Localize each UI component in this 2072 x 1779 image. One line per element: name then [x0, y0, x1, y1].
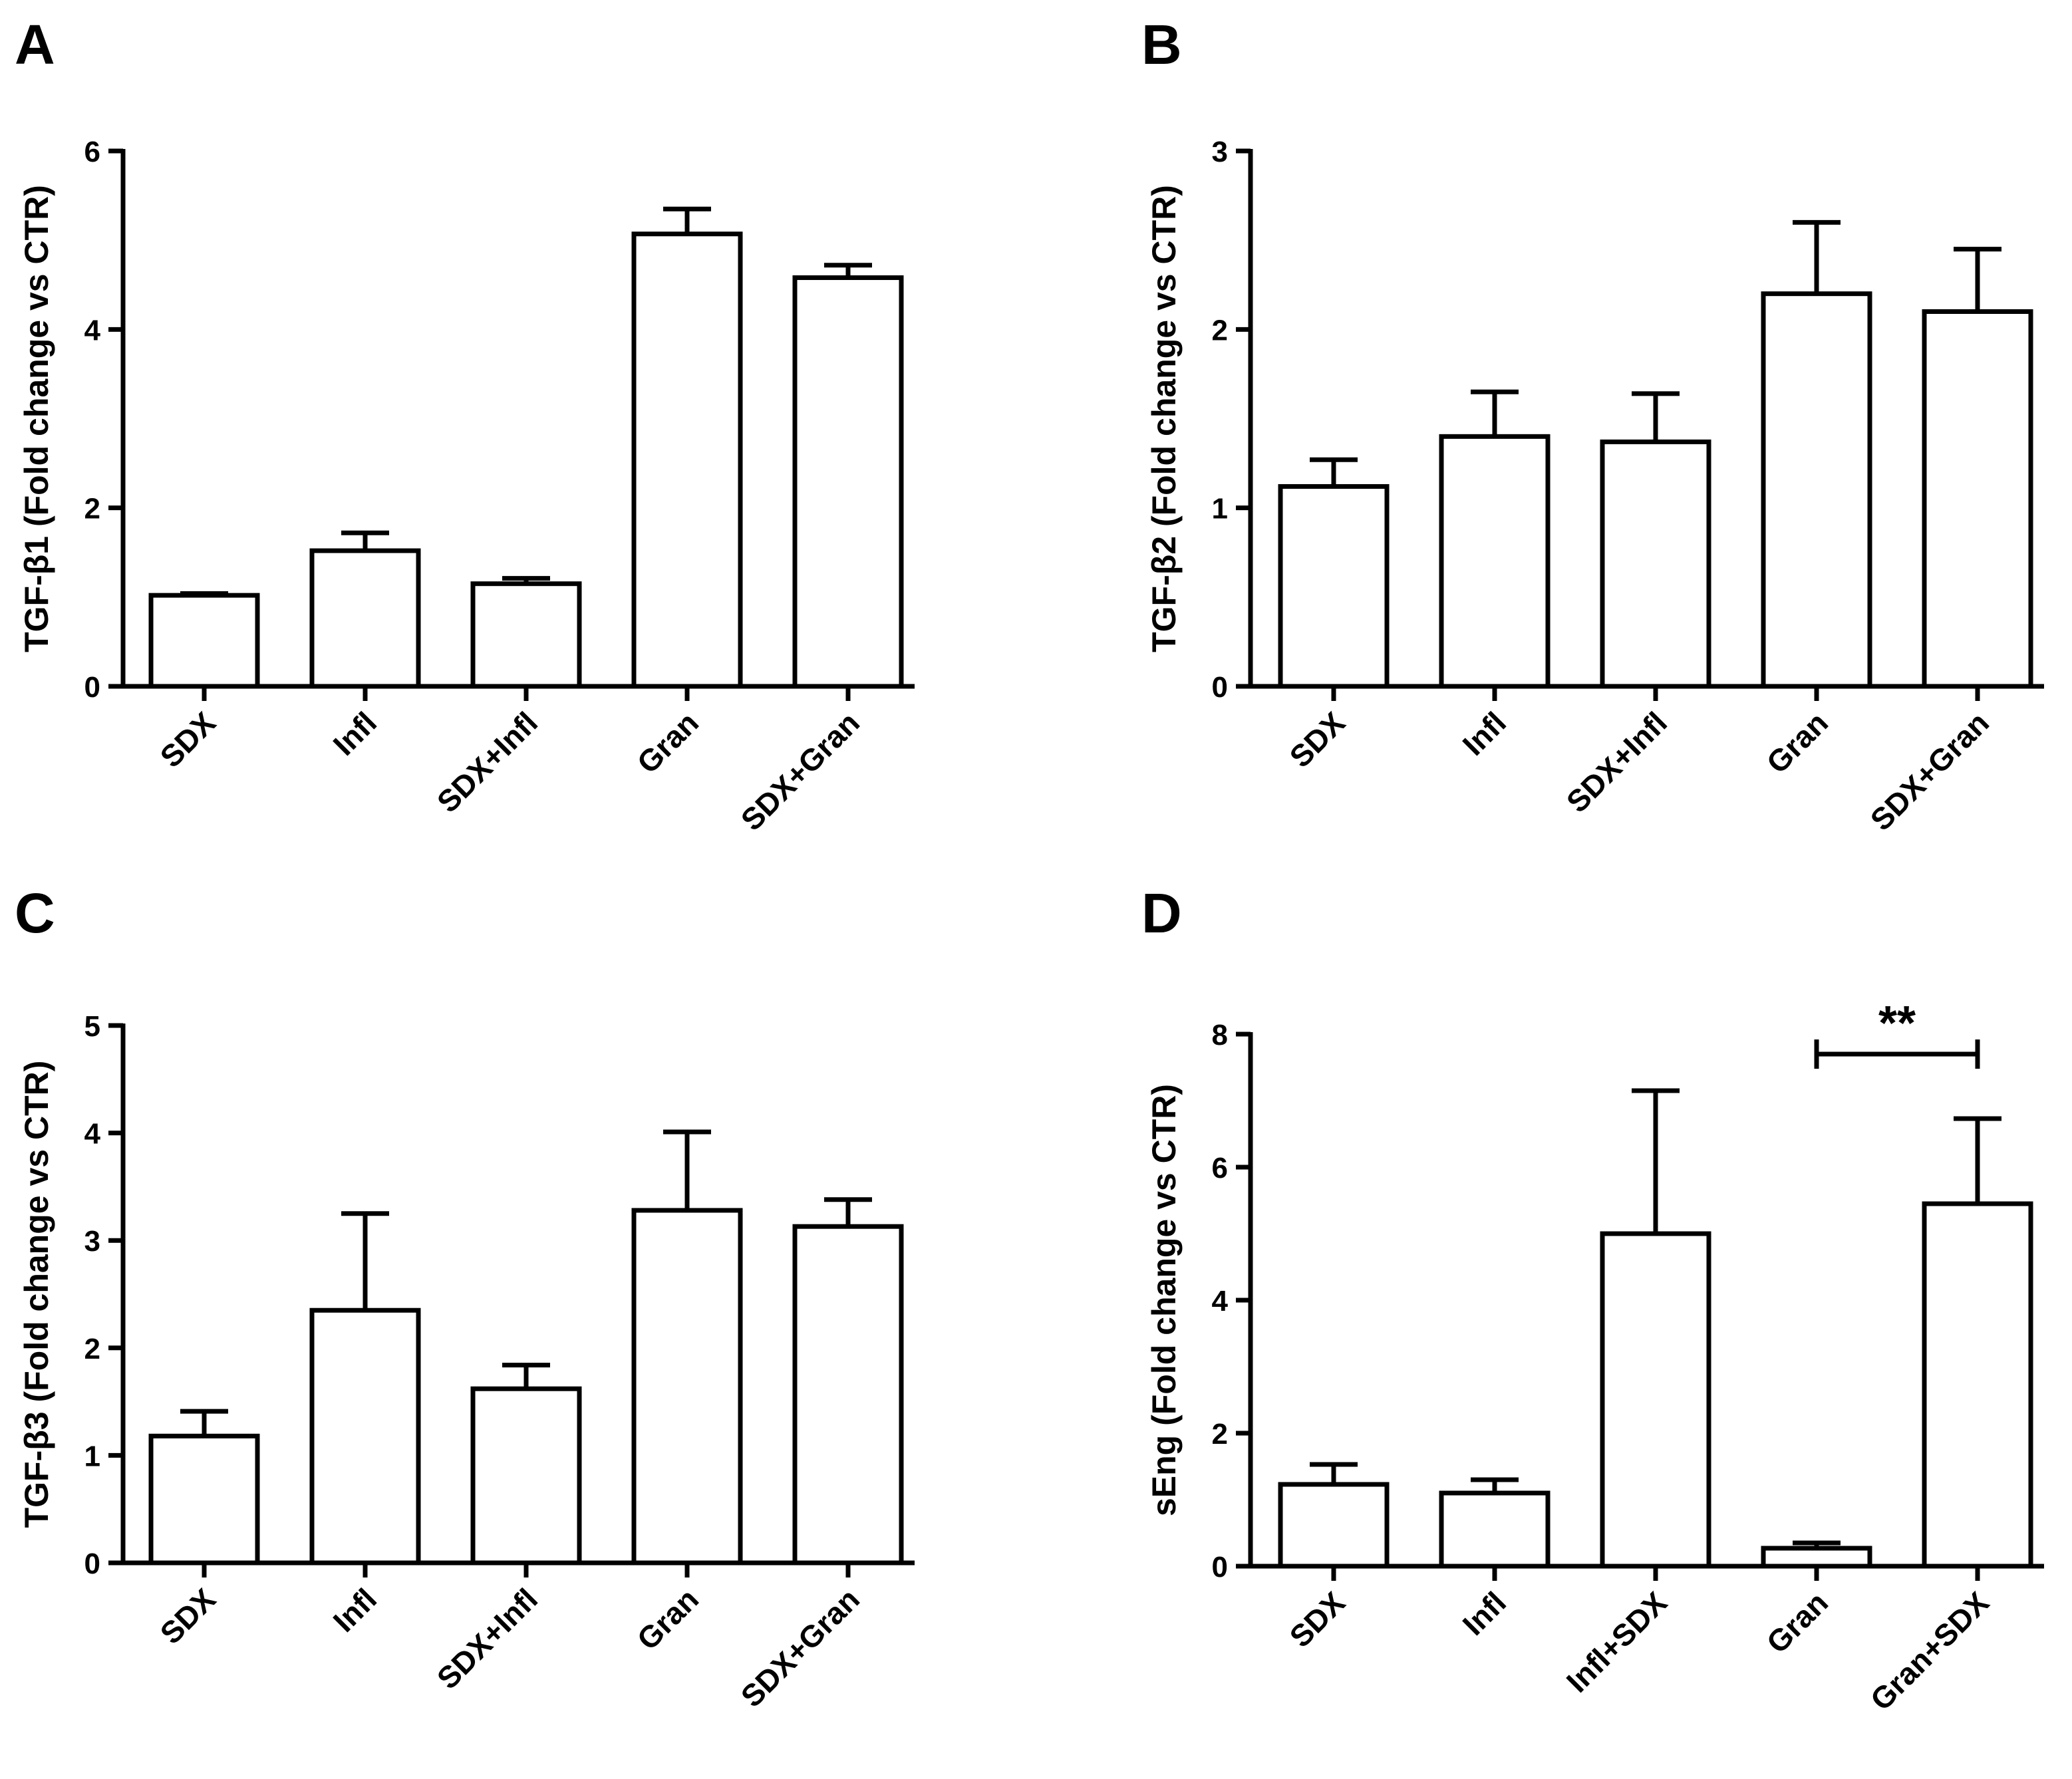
bar-sdx-plus-infl [1600, 439, 1711, 689]
bar-sdx-plus-infl [470, 1386, 582, 1566]
bar-gran [631, 1208, 743, 1566]
y-tick-label: 6 [84, 136, 100, 168]
bar-infl-plus-sdx [1600, 1231, 1711, 1569]
panel-label: B [1141, 13, 1182, 76]
panel-label: A [15, 13, 55, 76]
y-tick-label: 0 [84, 1548, 100, 1580]
panel-label: C [15, 882, 55, 944]
y-tick-label: 4 [84, 1118, 101, 1151]
bar-sdx-plus-gran [792, 1224, 904, 1566]
x-category-label: SDX [1282, 705, 1352, 774]
y-tick-label: 4 [1212, 1285, 1229, 1317]
panel-b: B TGF-β2 (Fold change vs CTR) 0 1 2 3 SDX Infl S… [1141, 13, 2044, 837]
panel-label: D [1141, 882, 1182, 944]
y-tick-label: 3 [1212, 136, 1228, 168]
x-category-label: Infl [327, 1581, 384, 1639]
bar-infl [309, 1307, 421, 1566]
y-tick-label: 0 [84, 671, 100, 704]
significance-label: ** [1878, 997, 1916, 1050]
y-tick-label: 1 [84, 1440, 100, 1472]
y-tick-label: 3 [84, 1225, 100, 1258]
x-category-label: Infl [1456, 705, 1513, 762]
x-category-label: Infl [1456, 1585, 1513, 1642]
bar-infl [1439, 434, 1551, 689]
bar-infl [309, 548, 421, 689]
y-tick-label: 6 [1212, 1152, 1228, 1184]
y-tick-label: 0 [1212, 671, 1228, 704]
x-category-label: Infl [327, 705, 384, 762]
y-tick-label: 4 [84, 314, 101, 346]
y-axis-title: TGF-β2 (Fold change vs CTR) [1145, 185, 1183, 652]
bar-gran-plus-sdx [1922, 1201, 2033, 1569]
x-category-label: Gran [1759, 705, 1835, 780]
x-category-label: Gran [630, 705, 705, 780]
x-category-label: SDX+Infl [1560, 705, 1674, 819]
panel-a: A TGF-β1 (Fold change vs CTR) 0 2 4 6 SDX Infl S… [15, 13, 915, 837]
x-category-label: SDX+Infl [430, 1581, 544, 1695]
x-category-label: SDX+Infl [430, 705, 544, 819]
bar-gran [1761, 1546, 1872, 1569]
x-category-label: Gran+SDX [1864, 1585, 1996, 1717]
bar-sdx [1278, 483, 1390, 689]
x-category-label: SDX+Gran [1864, 705, 1996, 837]
bar-sdx-plus-infl [470, 581, 582, 689]
bar-sdx [148, 1433, 260, 1566]
x-category-label: SDX+Gran [734, 1581, 867, 1714]
panel-c: C TGF-β3 (Fold change vs CTR) 0 1 2 3 4 5 SDX Inf… [15, 882, 915, 1714]
y-tick-label: 2 [1212, 314, 1228, 346]
x-category-label: SDX+Gran [734, 705, 867, 837]
y-axis-title: sEng (Fold change vs CTR) [1145, 1084, 1183, 1516]
bar-gran [1761, 291, 1872, 689]
y-axis-title: TGF-β1 (Fold change vs CTR) [18, 185, 55, 652]
y-tick-label: 1 [1212, 493, 1228, 525]
x-category-label: SDX [153, 1581, 222, 1651]
x-category-label: SDX [1282, 1585, 1352, 1654]
x-category-label: Gran [1759, 1585, 1835, 1660]
bar-sdx-plus-gran [1922, 309, 2033, 689]
bar-sdx-plus-gran [792, 275, 904, 689]
y-tick-label: 2 [1212, 1418, 1228, 1450]
x-category-label: Gran [630, 1581, 705, 1657]
y-tick-label: 0 [1212, 1551, 1228, 1583]
y-tick-label: 5 [84, 1010, 100, 1043]
bar-gran [631, 231, 743, 689]
bar-infl [1439, 1490, 1551, 1569]
x-category-label: Infl+SDX [1560, 1585, 1674, 1699]
y-tick-label: 2 [84, 1333, 100, 1365]
bar-sdx [148, 593, 260, 689]
x-category-label: SDX [153, 705, 222, 774]
y-tick-label: 2 [84, 493, 100, 525]
y-tick-label: 8 [1212, 1019, 1228, 1051]
bar-sdx [1278, 1482, 1390, 1569]
y-axis-title: TGF-β3 (Fold change vs CTR) [18, 1061, 55, 1528]
